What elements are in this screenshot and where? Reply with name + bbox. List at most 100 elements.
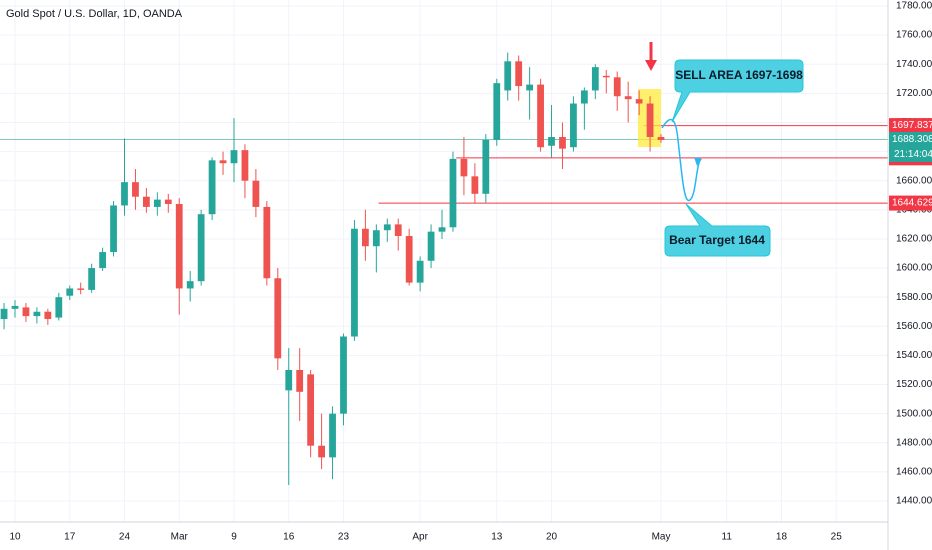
candle-body <box>449 158 457 228</box>
level-price-label: 1644.629 <box>892 198 932 209</box>
candle-body <box>142 196 150 207</box>
x-tick-label: Mar <box>171 532 189 543</box>
level-price-box <box>889 118 932 134</box>
last-price-label: 1688.308 <box>892 134 932 145</box>
x-tick-label: 25 <box>831 532 843 543</box>
y-tick-label: 1580.000 <box>896 292 932 303</box>
candle-body <box>329 413 336 458</box>
candle-body <box>438 227 446 232</box>
candle-body <box>493 83 501 140</box>
x-tick-label: 20 <box>546 532 558 543</box>
y-tick-label: 1560.000 <box>896 321 932 332</box>
candle-body <box>602 75 610 78</box>
candle-body <box>361 228 369 247</box>
candle-body <box>55 297 63 318</box>
candle-body <box>372 230 380 247</box>
candle-body <box>591 67 599 91</box>
candle-body <box>570 103 577 148</box>
projection-curve <box>661 118 701 202</box>
candle-body <box>351 228 358 337</box>
candle-body <box>33 311 41 317</box>
sell-callout <box>671 59 804 123</box>
candle-body <box>394 224 402 237</box>
x-tick-label: 11 <box>722 532 733 543</box>
candle-body <box>132 182 139 197</box>
candle-body <box>526 84 534 91</box>
candle-body <box>88 268 96 290</box>
chart-title: Gold Spot / U.S. Dollar, 1D, OANDA <box>6 8 183 20</box>
candle-body <box>318 445 325 458</box>
y-tick-label: 1540.000 <box>896 350 932 361</box>
y-tick-label: 1460.000 <box>896 467 932 478</box>
candle-body <box>77 288 85 290</box>
candle-body <box>405 236 413 283</box>
candle-body <box>624 96 632 100</box>
candle-body <box>504 61 512 91</box>
candle-body <box>383 224 391 231</box>
down-arrow-head <box>645 60 657 71</box>
y-tick-label: 1520.000 <box>896 379 932 390</box>
candle-body <box>121 182 128 206</box>
candle-body <box>110 205 117 253</box>
candle-body <box>208 160 216 215</box>
target-callout-text: Bear Target 1644 <box>669 233 765 247</box>
candle-body <box>186 281 194 289</box>
x-tick-label: 16 <box>283 532 295 543</box>
y-tick-label: 1480.000 <box>896 437 932 448</box>
candle-body <box>44 311 52 320</box>
candle-body <box>646 103 654 138</box>
y-tick-label: 1660.000 <box>896 175 932 186</box>
x-tick-label: May <box>652 532 671 543</box>
candle-body <box>515 61 523 87</box>
candle-body <box>657 137 665 140</box>
y-tick-label: 1440.000 <box>896 496 932 507</box>
candle-body <box>230 150 238 164</box>
x-tick-label: 9 <box>231 532 237 543</box>
x-tick-label: 24 <box>119 532 131 543</box>
x-tick-label: 23 <box>338 532 350 543</box>
x-tick-label: 10 <box>9 532 21 543</box>
y-tick-label: 1600.000 <box>896 263 932 274</box>
candle-body <box>66 288 74 296</box>
x-tick-label: 17 <box>64 532 76 543</box>
level-price-label: 1697.837 <box>892 120 932 131</box>
y-tick-label: 1780.000 <box>896 1 932 12</box>
level-price-box <box>889 195 932 211</box>
candle-body <box>164 199 172 204</box>
countdown-label: 21:14:04 <box>894 149 932 160</box>
sell-callout-text: SELL AREA 1697-1698 <box>675 68 803 82</box>
candle-body <box>252 180 260 207</box>
y-tick-label: 1720.000 <box>896 88 932 99</box>
candle-body <box>99 252 106 269</box>
candle-body <box>219 160 227 164</box>
candle-body <box>153 199 161 207</box>
candle-body <box>274 278 282 359</box>
candle-body <box>427 231 435 261</box>
candle-body <box>537 84 544 148</box>
candle-body <box>559 137 566 149</box>
y-tick-label: 1500.000 <box>896 408 932 419</box>
projection-arrow <box>694 157 702 166</box>
x-tick-label: Apr <box>412 532 428 543</box>
candle-body <box>197 214 205 282</box>
candle-body <box>460 158 468 177</box>
candle-body <box>296 369 304 392</box>
candle-body <box>416 260 424 283</box>
candle-body <box>548 137 555 146</box>
candle-body <box>263 206 271 279</box>
candle-body <box>307 374 315 446</box>
candle-body <box>635 99 643 104</box>
candle-body <box>22 307 30 317</box>
target-callout <box>664 203 771 257</box>
candle-body <box>340 336 347 414</box>
candle-body <box>471 176 479 194</box>
candle-body <box>285 369 293 391</box>
last-price-box <box>889 131 932 162</box>
candle-body <box>0 308 8 320</box>
x-tick-label: 18 <box>776 532 788 543</box>
x-tick-label: 13 <box>491 532 503 543</box>
candle-body <box>11 305 19 309</box>
y-tick-label: 1620.000 <box>896 234 932 245</box>
y-tick-label: 1740.000 <box>896 59 932 70</box>
